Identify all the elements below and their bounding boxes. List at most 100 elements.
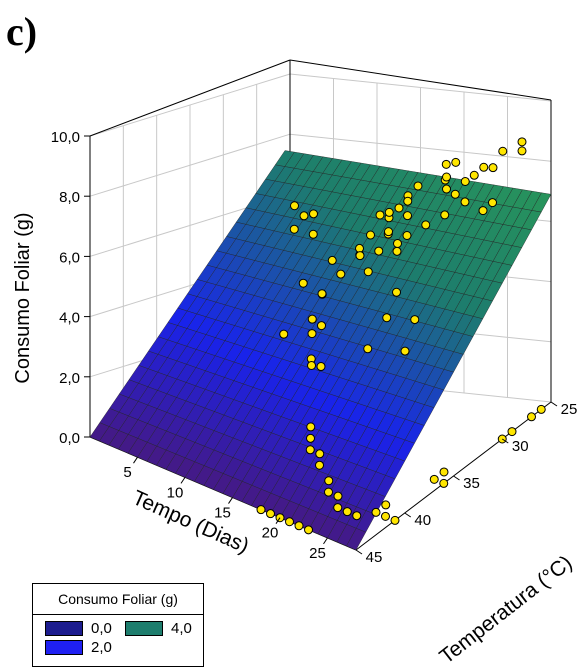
data-point xyxy=(451,157,461,167)
data-point xyxy=(256,505,266,515)
z-tick-label: 4,0 xyxy=(59,310,80,327)
data-point xyxy=(333,503,343,513)
data-point xyxy=(442,172,451,182)
data-point xyxy=(440,210,450,220)
data-point xyxy=(355,251,365,261)
data-point xyxy=(392,246,402,256)
z-tick-label: 0,0 xyxy=(59,430,80,447)
data-point xyxy=(279,329,289,339)
data-point xyxy=(402,230,412,240)
data-point xyxy=(439,478,449,488)
legend-label: 2,0 xyxy=(91,639,112,656)
data-point xyxy=(333,491,343,501)
data-point xyxy=(382,313,392,323)
legend-label: 4,0 xyxy=(171,620,192,637)
data-point xyxy=(381,500,391,510)
legend-label: 0,0 xyxy=(91,620,112,637)
data-point xyxy=(308,229,318,239)
data-point xyxy=(421,220,431,230)
y-tick-label: 45 xyxy=(366,549,383,566)
data-point xyxy=(309,209,318,219)
data-point xyxy=(392,287,401,297)
data-point xyxy=(307,329,317,339)
data-point xyxy=(507,427,517,437)
data-point xyxy=(469,170,479,180)
data-point xyxy=(285,517,294,527)
y-tick-mark xyxy=(453,475,460,481)
data-point xyxy=(393,239,402,249)
data-point xyxy=(305,445,315,455)
y-axis-label: Temperatura (°C) xyxy=(435,551,576,666)
z-axis-label: Consumo Foliar (g) xyxy=(12,212,34,383)
data-point xyxy=(403,211,412,221)
data-point xyxy=(527,412,536,422)
panel-label: c) xyxy=(6,9,38,54)
data-point xyxy=(298,278,308,288)
data-point xyxy=(384,227,393,237)
data-point xyxy=(517,137,527,147)
x-tick-label: 25 xyxy=(309,545,326,562)
z-tick-label: 10,0 xyxy=(51,129,80,146)
x-tick-label: 5 xyxy=(123,464,131,481)
data-point xyxy=(371,507,381,517)
data-point xyxy=(317,321,326,331)
x-tick-mark xyxy=(228,497,233,504)
y-tick-mark xyxy=(404,512,412,518)
data-point xyxy=(442,184,451,194)
data-point xyxy=(400,346,410,356)
legend-swatch xyxy=(125,621,163,636)
data-point xyxy=(479,162,489,172)
data-point xyxy=(266,509,275,519)
data-point xyxy=(289,224,299,234)
x-tick-mark xyxy=(133,456,138,464)
y-tick-label: 25 xyxy=(561,401,578,418)
y-tick-mark xyxy=(501,438,509,444)
data-point xyxy=(488,198,497,208)
data-point xyxy=(306,422,316,432)
data-point xyxy=(375,210,385,220)
data-point xyxy=(410,315,420,325)
data-point xyxy=(366,230,375,240)
data-point xyxy=(316,362,326,372)
data-points xyxy=(256,137,546,535)
y-tick-label: 35 xyxy=(463,475,480,492)
data-point xyxy=(363,344,373,354)
data-point xyxy=(429,474,439,484)
z-tick-label: 2,0 xyxy=(59,370,80,387)
wall-edge xyxy=(289,59,552,101)
data-point xyxy=(381,511,390,521)
z-tick-label: 6,0 xyxy=(59,249,80,266)
x-tick-label: 20 xyxy=(262,525,279,542)
x-tick-mark xyxy=(180,477,186,484)
x-tick-mark xyxy=(275,517,281,524)
data-point xyxy=(327,255,337,265)
data-point xyxy=(304,525,313,535)
y-tick-mark xyxy=(355,549,363,555)
data-point xyxy=(352,511,362,521)
x-tick-label: 15 xyxy=(214,505,231,522)
data-point xyxy=(290,201,299,211)
data-point xyxy=(307,314,317,324)
data-point xyxy=(536,404,546,414)
z-tick-label: 8,0 xyxy=(59,189,80,206)
data-point xyxy=(336,269,346,279)
data-point xyxy=(450,189,460,199)
legend-title: Consumo Foliar (g) xyxy=(33,584,203,615)
data-point xyxy=(460,197,470,207)
legend-swatch xyxy=(45,621,83,636)
response-surface xyxy=(89,150,552,551)
wall-edge xyxy=(89,59,291,137)
data-point xyxy=(517,146,527,156)
data-point xyxy=(306,433,315,443)
tick-labels: 0,0 2,0 4,0 6,0 8,0 10,0 5 10 15 20 25 25 30 35 40 45 xyxy=(51,129,578,566)
data-point xyxy=(315,460,324,470)
data-point xyxy=(315,449,325,459)
data-point xyxy=(317,289,327,299)
data-point xyxy=(384,207,394,217)
y-tick-mark xyxy=(550,401,558,407)
data-point xyxy=(439,467,449,477)
data-point xyxy=(374,246,384,256)
data-point xyxy=(299,211,309,221)
data-point xyxy=(363,267,373,277)
